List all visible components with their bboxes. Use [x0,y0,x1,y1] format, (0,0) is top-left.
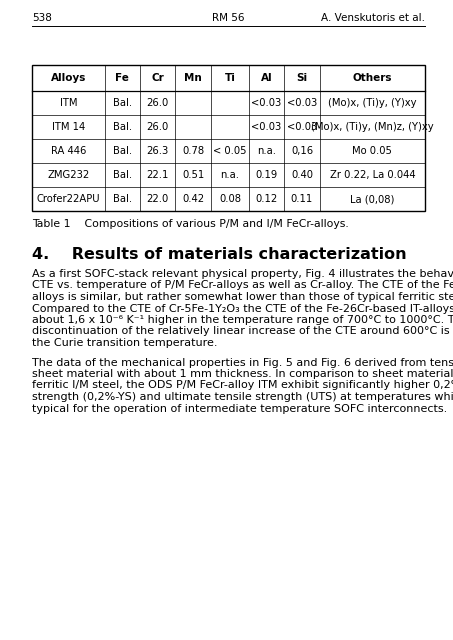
Text: < 0.05: < 0.05 [213,146,246,156]
Text: 0.08: 0.08 [219,194,241,204]
Text: Zr 0.22, La 0.044: Zr 0.22, La 0.044 [329,170,415,180]
Text: typical for the operation of intermediate temperature SOFC interconnects.: typical for the operation of intermediat… [32,403,447,413]
Text: ferritic I/M steel, the ODS P/M FeCr-alloy ITM exhibit significantly higher 0,2%: ferritic I/M steel, the ODS P/M FeCr-all… [32,381,453,390]
Text: 0.40: 0.40 [291,170,313,180]
Text: RA 446: RA 446 [51,146,86,156]
Text: discontinuation of the relatively linear increase of the CTE around 600°C is rel: discontinuation of the relatively linear… [32,326,453,337]
Text: Bal.: Bal. [113,170,132,180]
Text: 26.0: 26.0 [147,98,169,108]
Text: A. Venskutoris et al.: A. Venskutoris et al. [321,13,425,23]
Text: 0.19: 0.19 [255,170,278,180]
Text: Alloys: Alloys [51,73,86,83]
Text: Cr: Cr [151,73,164,83]
Text: Ti: Ti [224,73,235,83]
Text: ITM 14: ITM 14 [52,122,85,132]
Text: Mn: Mn [184,73,202,83]
Text: Al: Al [261,73,272,83]
Text: n.a.: n.a. [220,170,239,180]
Text: Si: Si [296,73,308,83]
Text: the Curie transition temperature.: the Curie transition temperature. [32,338,217,348]
Text: 22.1: 22.1 [147,170,169,180]
Text: 0.42: 0.42 [182,194,204,204]
Text: Compared to the CTE of Cr-5Fe-1Y₂O₃ the CTE of the Fe-26Cr-based IT-alloys is: Compared to the CTE of Cr-5Fe-1Y₂O₃ the … [32,303,453,314]
Text: 0.51: 0.51 [182,170,204,180]
Text: 538: 538 [32,13,52,23]
Text: As a first SOFC-stack relevant physical property, Fig. 4 illustrates the behavio: As a first SOFC-stack relevant physical … [32,269,453,279]
Text: Bal.: Bal. [113,194,132,204]
Text: La (0,08): La (0,08) [350,194,395,204]
Text: 0.12: 0.12 [255,194,278,204]
Text: Bal.: Bal. [113,98,132,108]
Text: ZMG232: ZMG232 [47,170,90,180]
Text: about 1,6 x 10⁻⁶ K⁻¹ higher in the temperature range of 700°C to 1000°C. The: about 1,6 x 10⁻⁶ K⁻¹ higher in the tempe… [32,315,453,325]
Text: (Mo)x, (Ti)y, (Mn)z, (Y)xy: (Mo)x, (Ti)y, (Mn)z, (Y)xy [311,122,434,132]
Text: strength (0,2%-YS) and ultimate tensile strength (UTS) at temperatures which are: strength (0,2%-YS) and ultimate tensile … [32,392,453,402]
Text: 26.3: 26.3 [147,146,169,156]
Text: 0.11: 0.11 [291,194,313,204]
Text: alloys is similar, but rather somewhat lower than those of typical ferritic stee: alloys is similar, but rather somewhat l… [32,292,453,302]
Text: ITM: ITM [60,98,77,108]
Text: 26.0: 26.0 [147,122,169,132]
Text: sheet material with about 1 mm thickness. In comparison to sheet material made o: sheet material with about 1 mm thickness… [32,369,453,379]
Text: Others: Others [352,73,392,83]
Text: Fe: Fe [116,73,129,83]
Text: Bal.: Bal. [113,146,132,156]
Text: <0.03: <0.03 [251,122,282,132]
Text: Table 1    Compositions of various P/M and I/M FeCr-alloys.: Table 1 Compositions of various P/M and … [32,219,349,229]
Text: Bal.: Bal. [113,122,132,132]
Text: <0.03: <0.03 [251,98,282,108]
Text: CTE vs. temperature of P/M FeCr-alloys as well as Cr-alloy. The CTE of the FeCr-: CTE vs. temperature of P/M FeCr-alloys a… [32,280,453,291]
Text: Mo 0.05: Mo 0.05 [352,146,392,156]
Text: 0,16: 0,16 [291,146,313,156]
Text: Crofer22APU: Crofer22APU [37,194,100,204]
Text: <0.03: <0.03 [287,98,317,108]
Text: (Mo)x, (Ti)y, (Y)xy: (Mo)x, (Ti)y, (Y)xy [328,98,417,108]
Text: 0.78: 0.78 [182,146,204,156]
Bar [32,65,425,211]
Text: 4.    Results of materials characterization: 4. Results of materials characterization [32,247,407,262]
Text: <0.03: <0.03 [287,122,317,132]
Text: 22.0: 22.0 [147,194,169,204]
Text: The data of the mechanical properties in Fig. 5 and Fig. 6 derived from tensile : The data of the mechanical properties in… [32,358,453,367]
Text: RM 56: RM 56 [212,13,245,23]
Text: n.a.: n.a. [257,146,276,156]
